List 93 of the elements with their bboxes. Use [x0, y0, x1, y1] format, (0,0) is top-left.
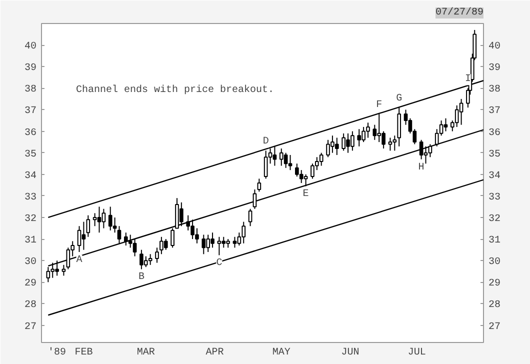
x-tick-label: FEB [74, 348, 93, 358]
candlestick [279, 148, 284, 166]
annotation: D [262, 136, 269, 148]
y2-tick-label: 40 [488, 42, 501, 53]
candlestick [392, 135, 397, 152]
y2-tick-label: 38 [488, 84, 501, 96]
annotation: G [396, 94, 402, 105]
candlestick [248, 208, 252, 227]
candlestick [264, 150, 268, 180]
candlestick [257, 178, 262, 192]
y2-tick-label: 31 [488, 236, 501, 247]
y2-tick-label: 29 [488, 278, 501, 290]
y2-tick-label: 37 [488, 106, 501, 118]
y2-tick-label: 33 [488, 192, 501, 204]
candlestick [299, 170, 304, 184]
x-tick-label: MAR [136, 348, 155, 358]
y-tick-label: 33 [24, 192, 37, 204]
candlestick [108, 206, 112, 231]
candlestick [319, 152, 324, 166]
candlestick [242, 221, 246, 244]
annotation: B [138, 272, 144, 284]
candlestick [428, 144, 432, 158]
y-tick-label: 32 [24, 214, 37, 225]
candlestick [334, 137, 339, 156]
y-tick-label: 40 [24, 42, 37, 53]
chart-title: 07/27/89 [435, 6, 484, 18]
candlestick [117, 226, 122, 244]
y-tick-label: 27 [24, 322, 37, 333]
candlestick [112, 216, 117, 234]
candlestick [186, 214, 190, 231]
annotation: I [464, 74, 471, 86]
annotation: F [376, 100, 382, 112]
candlestick [388, 137, 392, 152]
x-tick-label: MAY [272, 348, 290, 358]
candlestick [86, 214, 90, 238]
candlestick [284, 152, 288, 168]
candlestick [62, 264, 66, 276]
candlestick [128, 234, 132, 248]
candlestick [82, 221, 86, 250]
candlestick [102, 208, 106, 229]
candlestick [155, 247, 159, 264]
x-tick-label: APR [206, 348, 224, 358]
annotation: A [76, 254, 82, 266]
y-tick-label: 39 [24, 63, 37, 74]
y-tick-label: 28 [24, 300, 37, 312]
y-tick-label: 38 [24, 84, 37, 96]
candlestick [97, 206, 102, 234]
candlestick [397, 107, 402, 147]
y-tick-label: 35 [24, 149, 37, 160]
y2-tick-label: 32 [488, 214, 501, 225]
y-tick-label: 34 [24, 170, 37, 182]
candlestick [357, 128, 362, 147]
candlestick [272, 146, 277, 166]
candlestick [170, 228, 174, 248]
candlestick [148, 254, 152, 266]
candlestick [459, 98, 464, 126]
candlestick [232, 236, 237, 248]
y2-tick-label: 27 [488, 322, 501, 333]
x-tick-label: '89 [48, 346, 66, 358]
annotation: Channel ends with price breakout. [76, 84, 274, 96]
y-tick-label: 37 [24, 106, 37, 118]
annotation: H [418, 162, 424, 174]
y2-tick-label: 35 [488, 149, 501, 160]
candlestick [92, 212, 97, 227]
candlestick [217, 236, 222, 256]
y-tick-label: 31 [24, 236, 37, 247]
candlestick [202, 234, 206, 255]
candlestick [222, 236, 226, 248]
candlestick [252, 188, 257, 210]
y-tick-label: 30 [24, 257, 37, 268]
y2-tick-label: 30 [488, 257, 501, 268]
annotation: E [302, 189, 309, 200]
candlestick [288, 154, 292, 171]
y2-tick-label: 28 [488, 300, 501, 312]
y2-tick-label: 39 [488, 63, 501, 74]
candlestick [424, 146, 428, 164]
candlestick [377, 114, 382, 143]
candlestick [372, 124, 377, 140]
y-tick-label: 36 [24, 128, 37, 139]
y2-tick-label: 34 [488, 170, 501, 182]
y2-tick-label: 36 [488, 128, 501, 139]
candlestick [304, 174, 308, 187]
candlestick [77, 226, 82, 252]
candlestick [144, 256, 148, 268]
x-tick-label: JUL [408, 348, 426, 358]
y-tick-label: 29 [24, 278, 37, 290]
x-tick-label: JUN [341, 348, 360, 358]
candlestick [164, 238, 168, 250]
candlestick [132, 238, 137, 257]
annotation: C [216, 258, 222, 270]
candlestick [419, 139, 424, 160]
candlestick [444, 118, 448, 132]
candlestick [454, 104, 459, 128]
